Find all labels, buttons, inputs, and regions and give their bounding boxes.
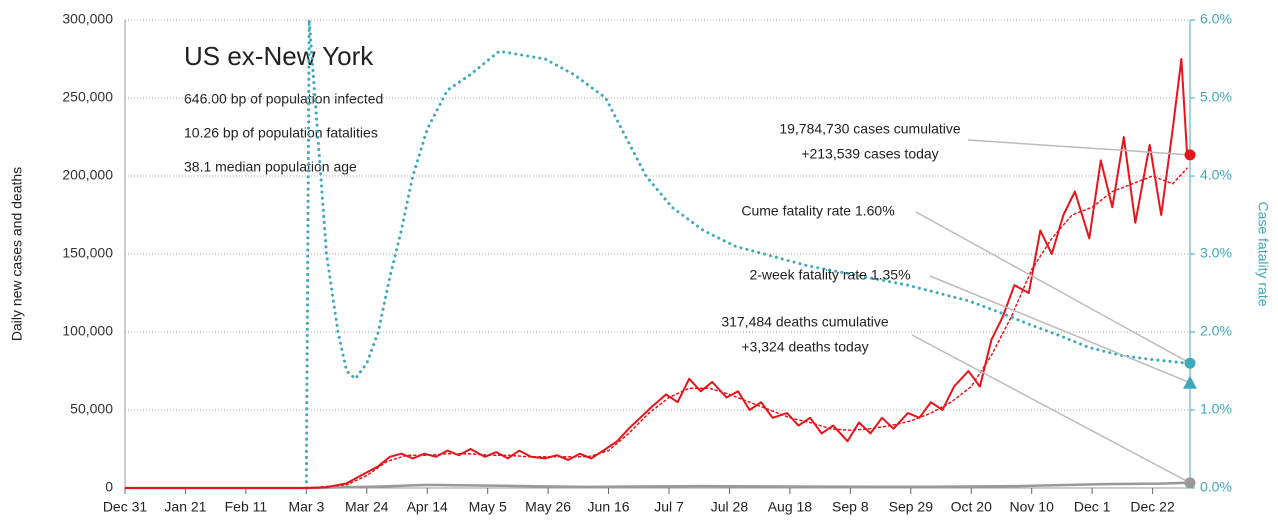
marker bbox=[1184, 149, 1196, 161]
leader-line bbox=[915, 211, 1191, 364]
x-tick-label: Jan 21 bbox=[164, 499, 206, 515]
y-tick-label: 300,000 bbox=[62, 11, 113, 27]
y2-tick-label: 3.0% bbox=[1200, 245, 1232, 261]
x-tick-label: Sep 29 bbox=[889, 499, 934, 515]
y-tick-label: 150,000 bbox=[62, 245, 113, 261]
stat-line: 646.00 bp of population infected bbox=[184, 91, 383, 107]
x-tick-label: Oct 20 bbox=[951, 499, 992, 515]
x-tick-label: Jul 7 bbox=[654, 499, 684, 515]
x-tick-label: Jul 28 bbox=[711, 499, 749, 515]
x-tick-label: Mar 3 bbox=[288, 499, 324, 515]
x-tick-label: Sep 8 bbox=[832, 499, 869, 515]
x-tick-label: Dec 31 bbox=[103, 499, 148, 515]
x-tick-label: Nov 10 bbox=[1010, 499, 1055, 515]
series-line bbox=[125, 58, 1189, 489]
series-line bbox=[305, 167, 1188, 489]
marker bbox=[1184, 357, 1196, 369]
y2-tick-label: 4.0% bbox=[1200, 167, 1232, 183]
leader-line bbox=[967, 139, 1191, 156]
x-tick-label: Feb 11 bbox=[225, 499, 268, 515]
y2-tick-label: 0.0% bbox=[1200, 479, 1232, 495]
x-tick-label: Dec 1 bbox=[1074, 499, 1111, 515]
marker bbox=[1183, 375, 1197, 389]
y-tick-label: 0 bbox=[105, 479, 113, 495]
leader-line bbox=[911, 334, 1191, 484]
y-tick-label: 100,000 bbox=[62, 323, 113, 339]
y-tick-label: 50,000 bbox=[70, 401, 113, 417]
y2-tick-label: 5.0% bbox=[1200, 89, 1232, 105]
y2-tick-label: 6.0% bbox=[1200, 11, 1232, 27]
x-tick-label: May 26 bbox=[525, 499, 571, 515]
marker bbox=[1184, 477, 1196, 489]
x-tick-label: Aug 18 bbox=[768, 499, 813, 515]
series-line bbox=[125, 481, 1188, 490]
x-tick-label: Mar 24 bbox=[345, 499, 389, 515]
y2-axis-label: Case fatality rate bbox=[1255, 201, 1271, 306]
annotation: Cume fatality rate 1.60% bbox=[741, 203, 894, 219]
chart-title: US ex-New York bbox=[184, 41, 374, 71]
x-tick-label: Jun 16 bbox=[588, 499, 630, 515]
x-tick-label: Apr 14 bbox=[407, 499, 448, 515]
annotation: 2-week fatality rate 1.35% bbox=[749, 267, 910, 283]
series-line bbox=[304, 18, 1189, 490]
stat-line: 10.26 bp of population fatalities bbox=[184, 125, 378, 141]
x-tick-label: May 5 bbox=[469, 499, 507, 515]
annotation: 317,484 deaths cumulative bbox=[721, 314, 889, 330]
annotation: 19,784,730 cases cumulative bbox=[779, 121, 961, 137]
y-tick-label: 250,000 bbox=[62, 89, 113, 105]
annotation: +213,539 cases today bbox=[801, 146, 938, 162]
annotation: +3,324 deaths today bbox=[741, 339, 868, 355]
y-axis-label: Daily new cases and deaths bbox=[9, 167, 25, 341]
y2-tick-label: 2.0% bbox=[1200, 323, 1232, 339]
y-tick-label: 200,000 bbox=[62, 167, 113, 183]
x-tick-label: Dec 22 bbox=[1130, 499, 1175, 515]
leader-line bbox=[929, 275, 1191, 384]
stat-line: 38.1 median population age bbox=[184, 159, 357, 175]
y2-tick-label: 1.0% bbox=[1200, 401, 1232, 417]
